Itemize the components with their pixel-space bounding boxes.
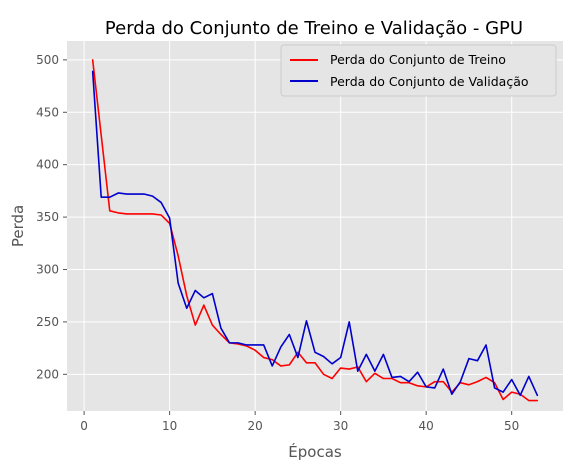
legend-box [280, 44, 557, 97]
y-tick-label: 200 [36, 367, 59, 381]
x-tick-label: 40 [419, 419, 434, 433]
y-tick-label: 450 [36, 105, 59, 119]
y-tick-label: 250 [36, 315, 59, 329]
series-line-treino [91, 59, 539, 402]
series-lines [91, 59, 539, 402]
x-tick-labels: 0 10 20 30 40 50 [80, 411, 519, 433]
y-tick-label: 400 [36, 158, 59, 172]
legend-label-validacao: Perda do Conjunto de Validação [330, 74, 529, 89]
chart-title: Perda do Conjunto de Treino e Validação … [105, 18, 523, 39]
x-tick-label: 0 [80, 419, 88, 433]
y-axis-label: Perda [9, 205, 27, 247]
y-tick-label: 500 [36, 53, 59, 67]
x-tick-label: 10 [162, 419, 177, 433]
x-tick-label: 50 [504, 419, 519, 433]
x-tick-label: 20 [247, 419, 262, 433]
y-tick-label: 300 [36, 262, 59, 276]
x-axis-label: Épocas [288, 442, 342, 461]
y-tick-label: 350 [36, 210, 59, 224]
series-line-validacao [91, 70, 539, 397]
legend: Perda do Conjunto de Treino Perda do Con… [280, 44, 557, 97]
y-tick-labels: 200 250 300 350 400 450 500 [36, 53, 67, 381]
legend-label-treino: Perda do Conjunto de Treino [330, 52, 506, 67]
x-tick-label: 30 [333, 419, 348, 433]
